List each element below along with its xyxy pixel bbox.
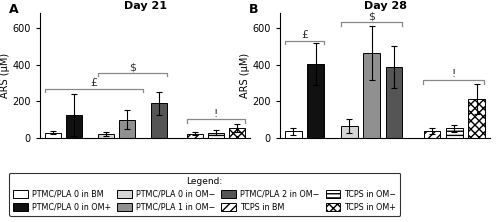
Bar	[151, 103, 166, 138]
Y-axis label: ARS (μM): ARS (μM)	[240, 53, 250, 98]
Text: A: A	[8, 3, 18, 16]
Bar	[446, 129, 462, 138]
Bar	[363, 53, 380, 138]
Text: B: B	[248, 3, 258, 16]
Bar	[308, 63, 324, 138]
Bar	[98, 134, 114, 138]
Bar	[341, 126, 357, 138]
Bar	[285, 131, 302, 138]
Text: !: !	[214, 109, 218, 119]
Title: Day 21: Day 21	[124, 1, 166, 11]
Text: $: $	[129, 62, 136, 72]
Bar	[386, 67, 402, 138]
Text: £: £	[90, 78, 98, 88]
Text: £: £	[301, 30, 308, 40]
Bar	[119, 120, 135, 138]
Y-axis label: ARS (μM): ARS (μM)	[0, 53, 10, 98]
Bar	[45, 133, 60, 138]
Text: $: $	[368, 12, 375, 22]
Text: !: !	[452, 69, 456, 79]
Title: Day 28: Day 28	[364, 1, 406, 11]
Bar	[208, 133, 224, 138]
Bar	[468, 99, 485, 138]
Bar	[187, 134, 203, 138]
Bar	[230, 128, 245, 138]
Bar	[424, 131, 440, 138]
Legend: PTMC/PLA 0 in BM, PTMC/PLA 0 in OM+, PTMC/PLA 0 in OM−, PTMC/PLA 1 in OM−, PTMC/: PTMC/PLA 0 in BM, PTMC/PLA 0 in OM+, PTM…	[9, 173, 400, 216]
Bar	[66, 115, 82, 138]
